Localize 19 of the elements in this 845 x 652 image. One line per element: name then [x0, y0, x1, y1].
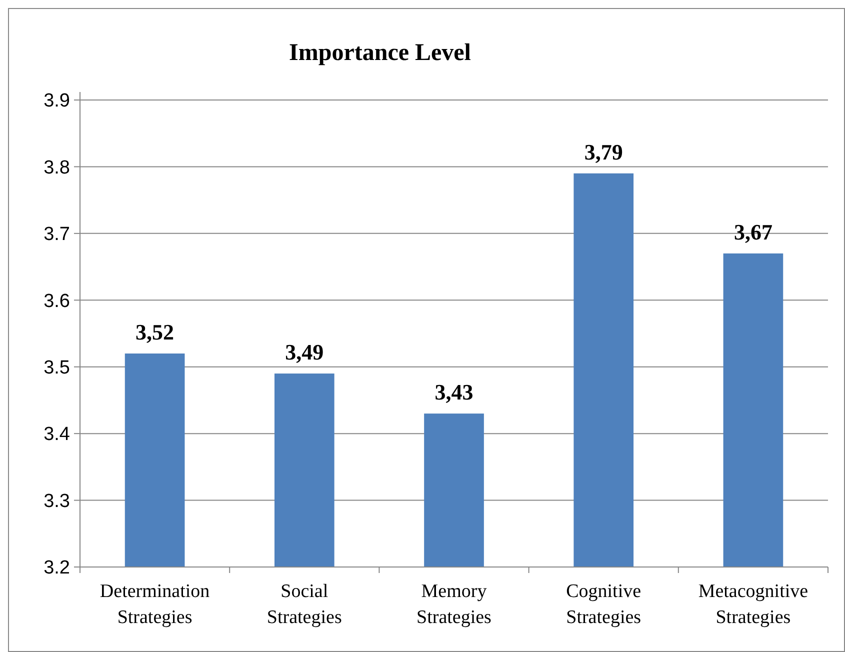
x-tick-label: Metacognitive Strategies	[698, 581, 808, 628]
y-tick-label: 3.2	[44, 558, 70, 579]
y-tick-label: 3.5	[44, 358, 70, 379]
x-tick-label: Social Strategies	[266, 581, 342, 628]
data-label: 3,79	[584, 139, 623, 164]
x-tick-label: Cognitive Strategies	[566, 581, 642, 628]
data-label: 3,67	[734, 219, 772, 244]
chart-title: Importance Level	[289, 40, 472, 66]
x-tick-label: Determination Strategies	[100, 581, 210, 628]
data-label: 3,52	[136, 320, 174, 345]
y-tick-label: 3.8	[44, 157, 70, 178]
y-tick-label: 3.4	[44, 424, 70, 446]
data-label: 3,49	[285, 340, 324, 365]
x-tick-label: Memory Strategies	[416, 581, 492, 628]
y-tick-label: 3.9	[44, 90, 70, 112]
y-tick-label: 3.7	[44, 224, 70, 246]
data-label: 3,43	[434, 380, 474, 405]
y-tick-label: 3.3	[44, 490, 70, 512]
y-tick-label: 3.6	[44, 290, 70, 312]
